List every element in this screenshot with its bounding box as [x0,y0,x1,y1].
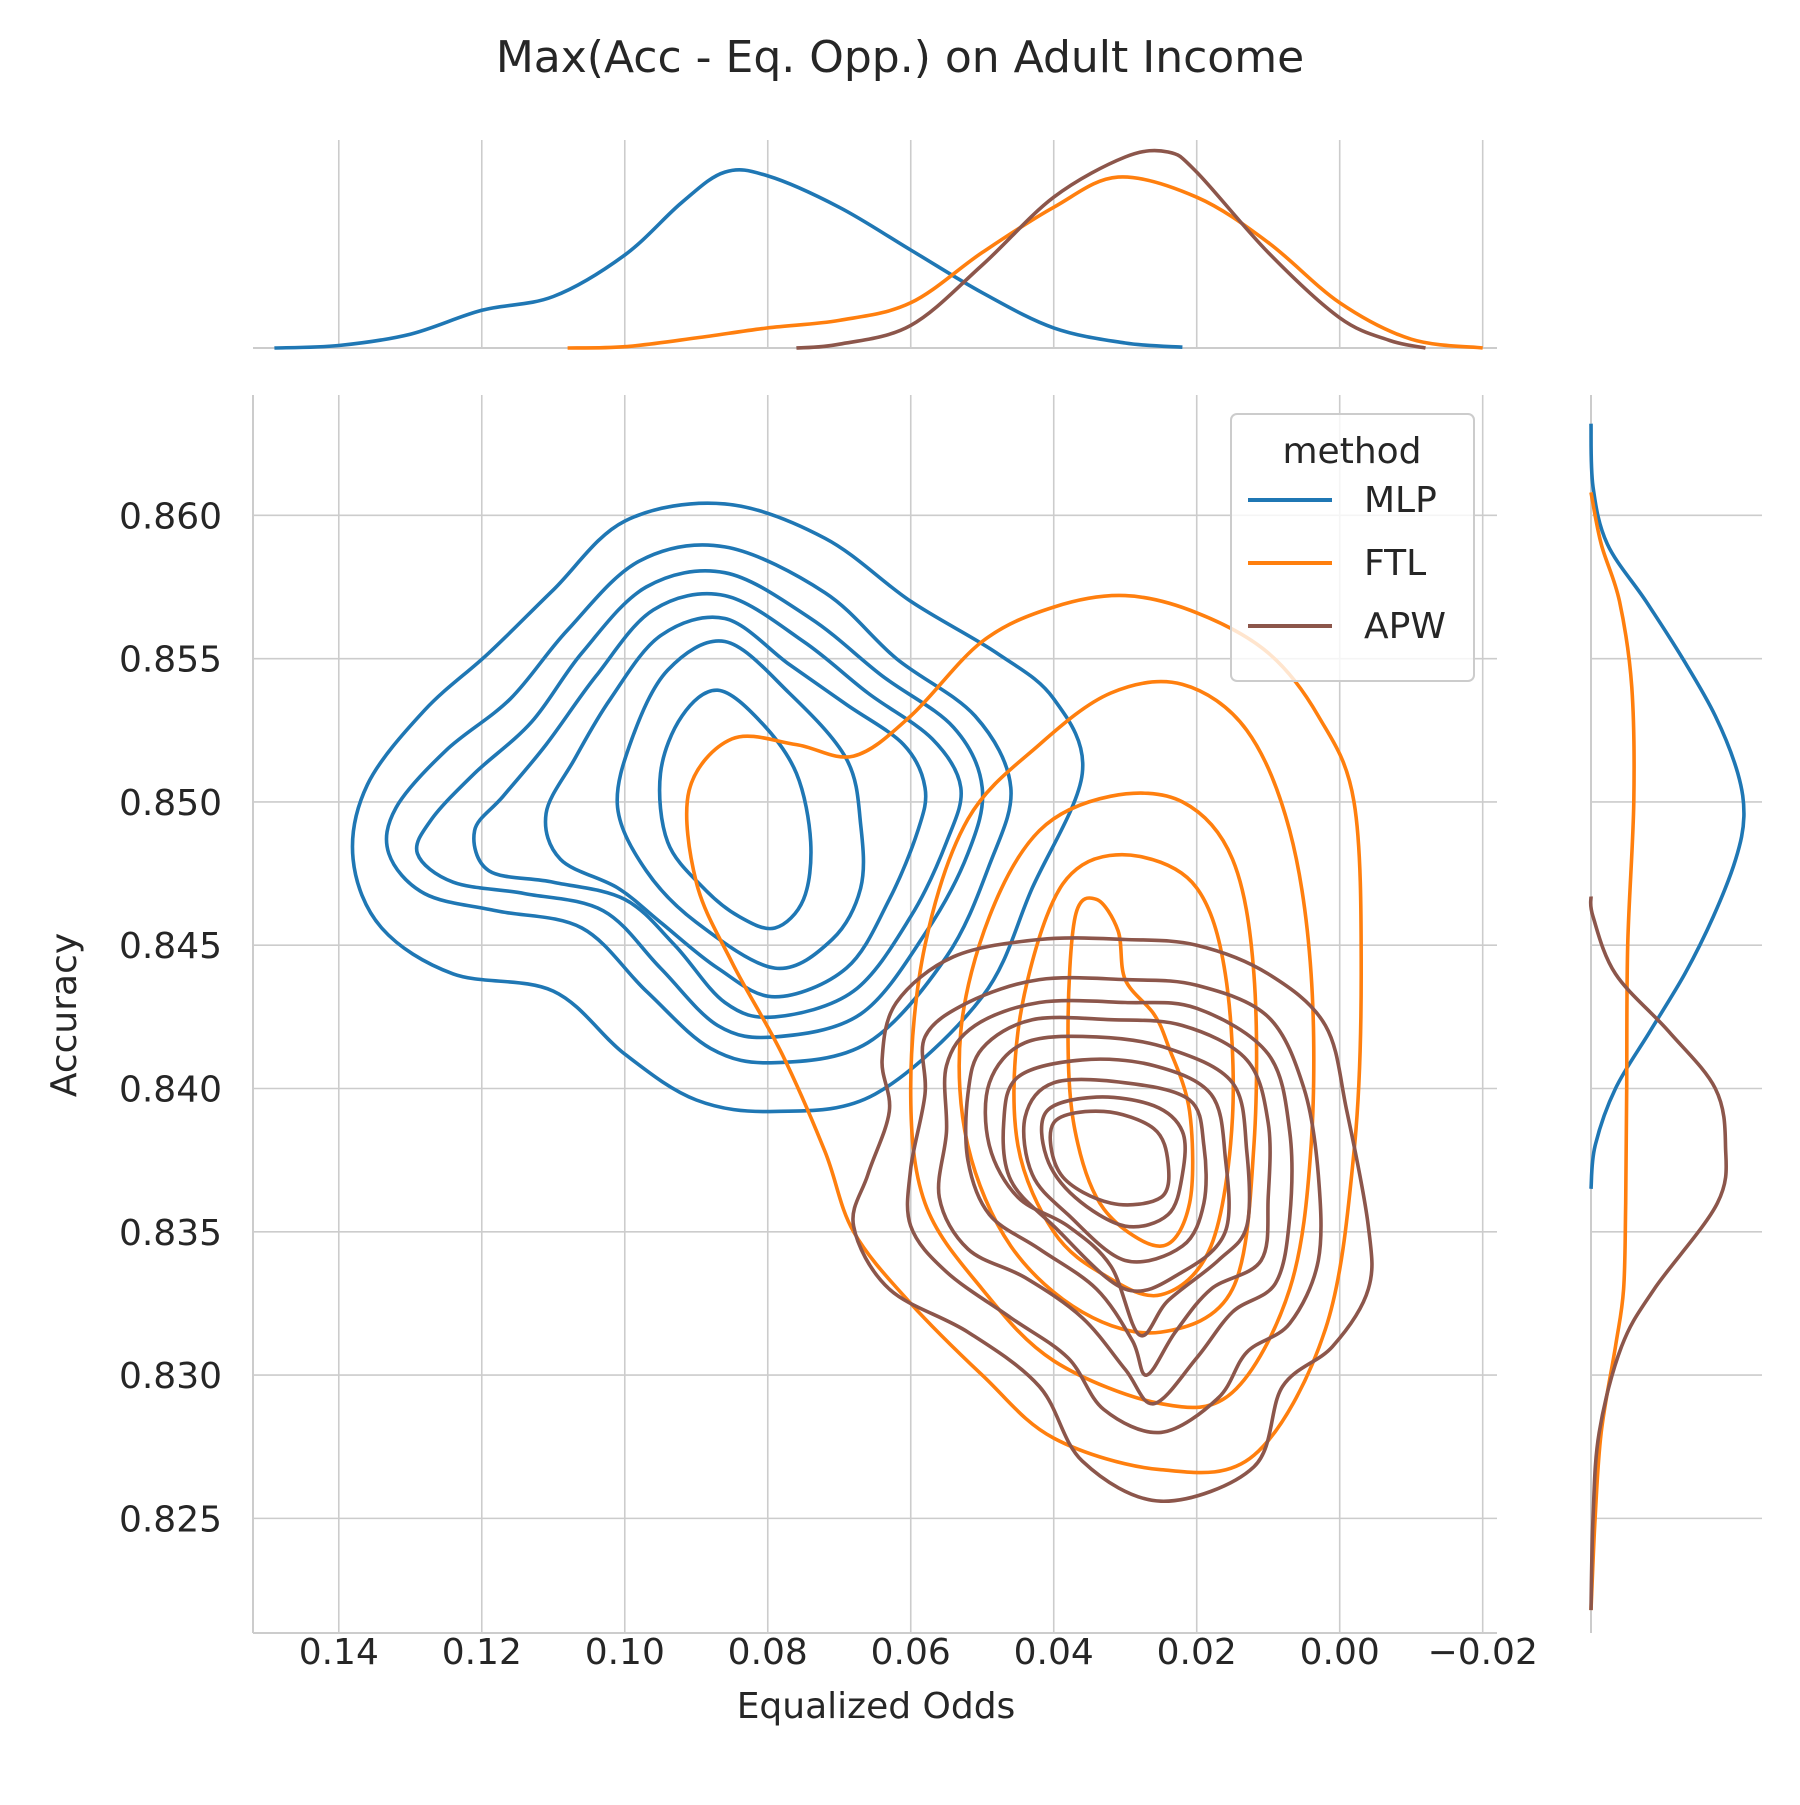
ftl-contour-level-2 [908,679,1316,1410]
mlp-contour-level-2 [384,543,1013,1065]
y-tick-label: 0.860 [119,496,222,537]
legend-title: method [1282,431,1421,472]
apw-contour-level-1 [851,936,1374,1504]
ftl-contour-level-5 [1066,896,1195,1248]
apw-contour-level-2 [905,975,1323,1435]
series-apw [796,148,1729,1611]
x-tick-label: 0.04 [1014,1632,1094,1673]
spine-layer [252,347,1592,1634]
y-tick-label: 0.830 [119,1356,222,1397]
y-axis-title: Accuracy [44,933,85,1097]
mlp-marginal-x-kde [274,168,1183,350]
mlp-contour-level-4 [472,591,964,1020]
series-layer [274,148,1746,1611]
mlp-contour-level-1 [350,501,1085,1114]
x-tick-label: 0.10 [585,1632,665,1673]
apw-contour-level-7 [1021,1077,1208,1264]
apw-contour-level-3 [936,998,1294,1406]
apw-contour-level-4 [963,1015,1272,1377]
legend-label-apw: APW [1364,606,1446,647]
x-axis-title: Equalized Odds [737,1686,1016,1727]
chart-title: Max(Acc - Eq. Opp.) on Adult Income [496,32,1304,83]
legend-label-mlp: MLP [1364,480,1437,521]
y-tick-label: 0.835 [119,1213,222,1254]
apw-contour-level-5 [983,1034,1252,1338]
apw-contour-level-6 [1001,1057,1231,1293]
x-tick-label: −0.02 [1428,1632,1538,1673]
x-tick-label: 0.12 [442,1632,522,1673]
legend-frame [1230,413,1475,682]
x-tick-label: 0.14 [299,1632,379,1673]
mlp-contour-level-6 [615,639,866,971]
y-tick-label: 0.840 [119,1070,222,1111]
apw-marginal-x-kde [796,148,1426,350]
y-tick-label: 0.855 [119,640,222,681]
ftl-contour-level-1 [684,593,1363,1475]
legend: method MLP FTL APW [1230,413,1475,682]
x-tick-label: 0.06 [871,1632,951,1673]
series-ftl [567,175,1636,1611]
ftl-marginal-y-kde [1589,492,1636,1611]
mlp-marginal-y-kde [1589,423,1746,1189]
y-tick-label: 0.845 [119,926,222,967]
y-tick-label: 0.850 [119,783,222,824]
tick-labels: 0.14 0.12 0.10 0.08 0.06 0.04 0.02 0.00 −0.02 0.8… [119,496,1538,1673]
ftl-marginal-x-kde [567,175,1483,350]
y-tick-label: 0.825 [119,1499,222,1540]
legend-label-ftl: FTL [1364,543,1426,584]
apw-marginal-y-kde [1588,896,1729,1611]
legend-entries: MLP FTL APW [1248,480,1446,647]
series-mlp [274,168,1746,1189]
x-tick-label: 0.08 [728,1632,808,1673]
mlp-contour-level-3 [414,569,985,1040]
x-tick-label: 0.00 [1300,1632,1380,1673]
x-tick-label: 0.02 [1157,1632,1237,1673]
apw-contour-level-9 [1048,1109,1171,1207]
ftl-contour-level-4 [1012,852,1236,1298]
mlp-contour-level-5 [543,615,928,999]
apw-contour-level-8 [1039,1095,1187,1229]
mlp-contour-level-7 [657,688,813,931]
